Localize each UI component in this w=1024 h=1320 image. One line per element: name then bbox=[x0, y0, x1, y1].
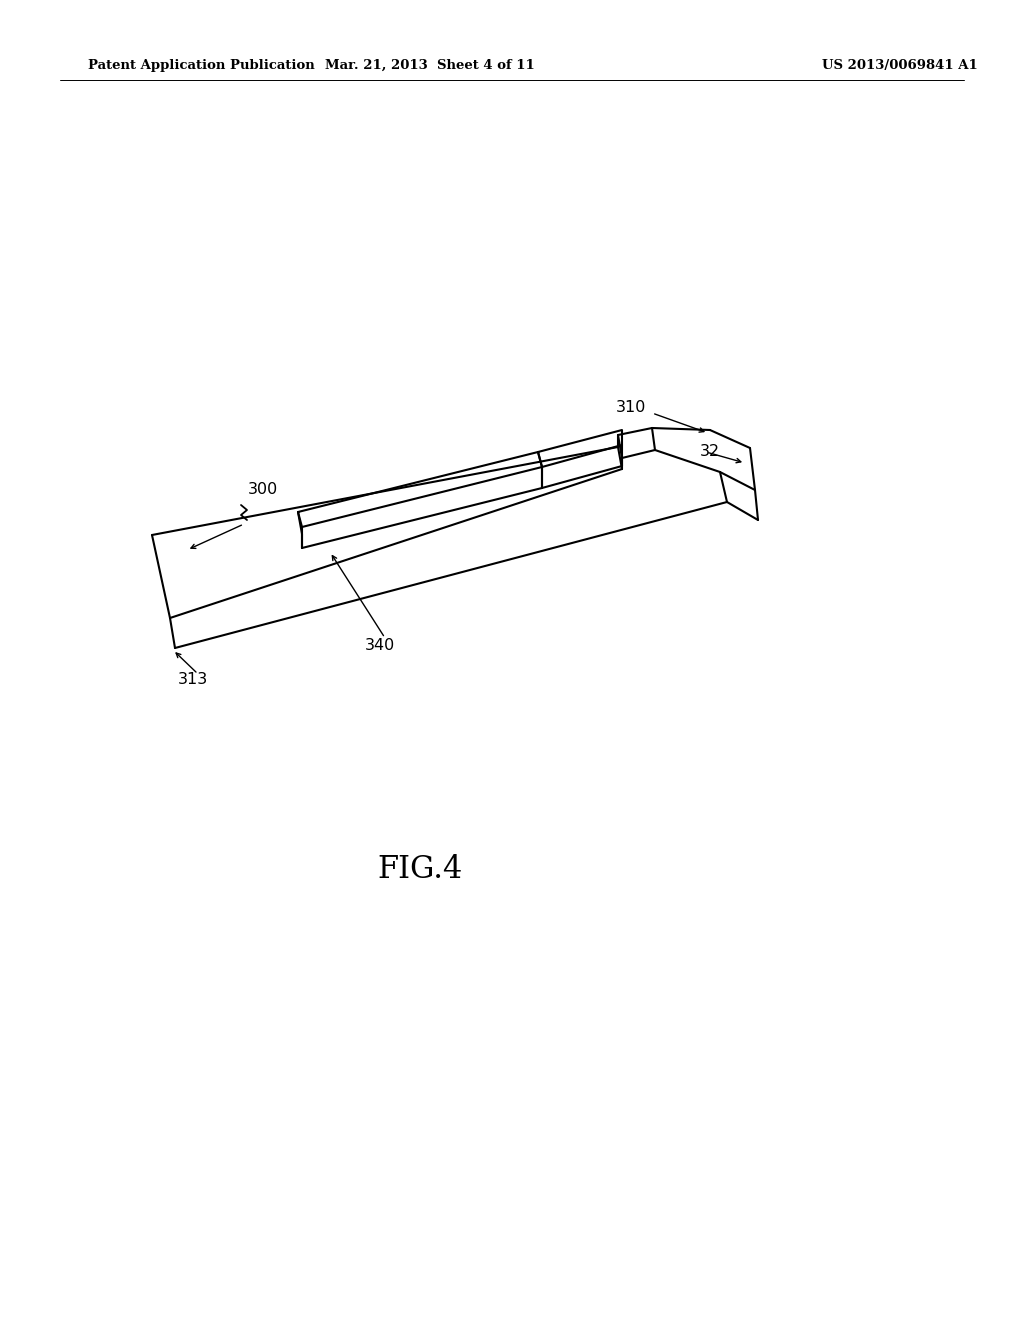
Text: 310: 310 bbox=[616, 400, 646, 416]
Text: 340: 340 bbox=[365, 638, 395, 652]
Text: 300: 300 bbox=[248, 483, 279, 498]
Text: 32: 32 bbox=[700, 445, 720, 459]
Text: US 2013/0069841 A1: US 2013/0069841 A1 bbox=[822, 58, 978, 71]
Text: Mar. 21, 2013  Sheet 4 of 11: Mar. 21, 2013 Sheet 4 of 11 bbox=[326, 58, 535, 71]
Text: Patent Application Publication: Patent Application Publication bbox=[88, 58, 314, 71]
Text: FIG.4: FIG.4 bbox=[378, 854, 463, 886]
Text: 313: 313 bbox=[178, 672, 208, 688]
